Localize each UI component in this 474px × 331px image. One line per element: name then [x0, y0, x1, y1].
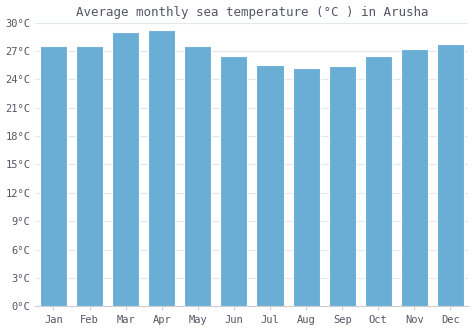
Bar: [328, 66, 356, 307]
Bar: [40, 46, 67, 307]
Bar: [437, 44, 464, 307]
Bar: [112, 32, 139, 307]
Bar: [401, 49, 428, 307]
Bar: [365, 56, 392, 307]
Bar: [184, 46, 211, 307]
Bar: [220, 56, 247, 307]
Bar: [292, 68, 319, 307]
Bar: [76, 46, 103, 307]
Bar: [256, 65, 283, 307]
Title: Average monthly sea temperature (°C ) in Arusha: Average monthly sea temperature (°C ) in…: [76, 6, 428, 19]
Bar: [148, 30, 175, 307]
